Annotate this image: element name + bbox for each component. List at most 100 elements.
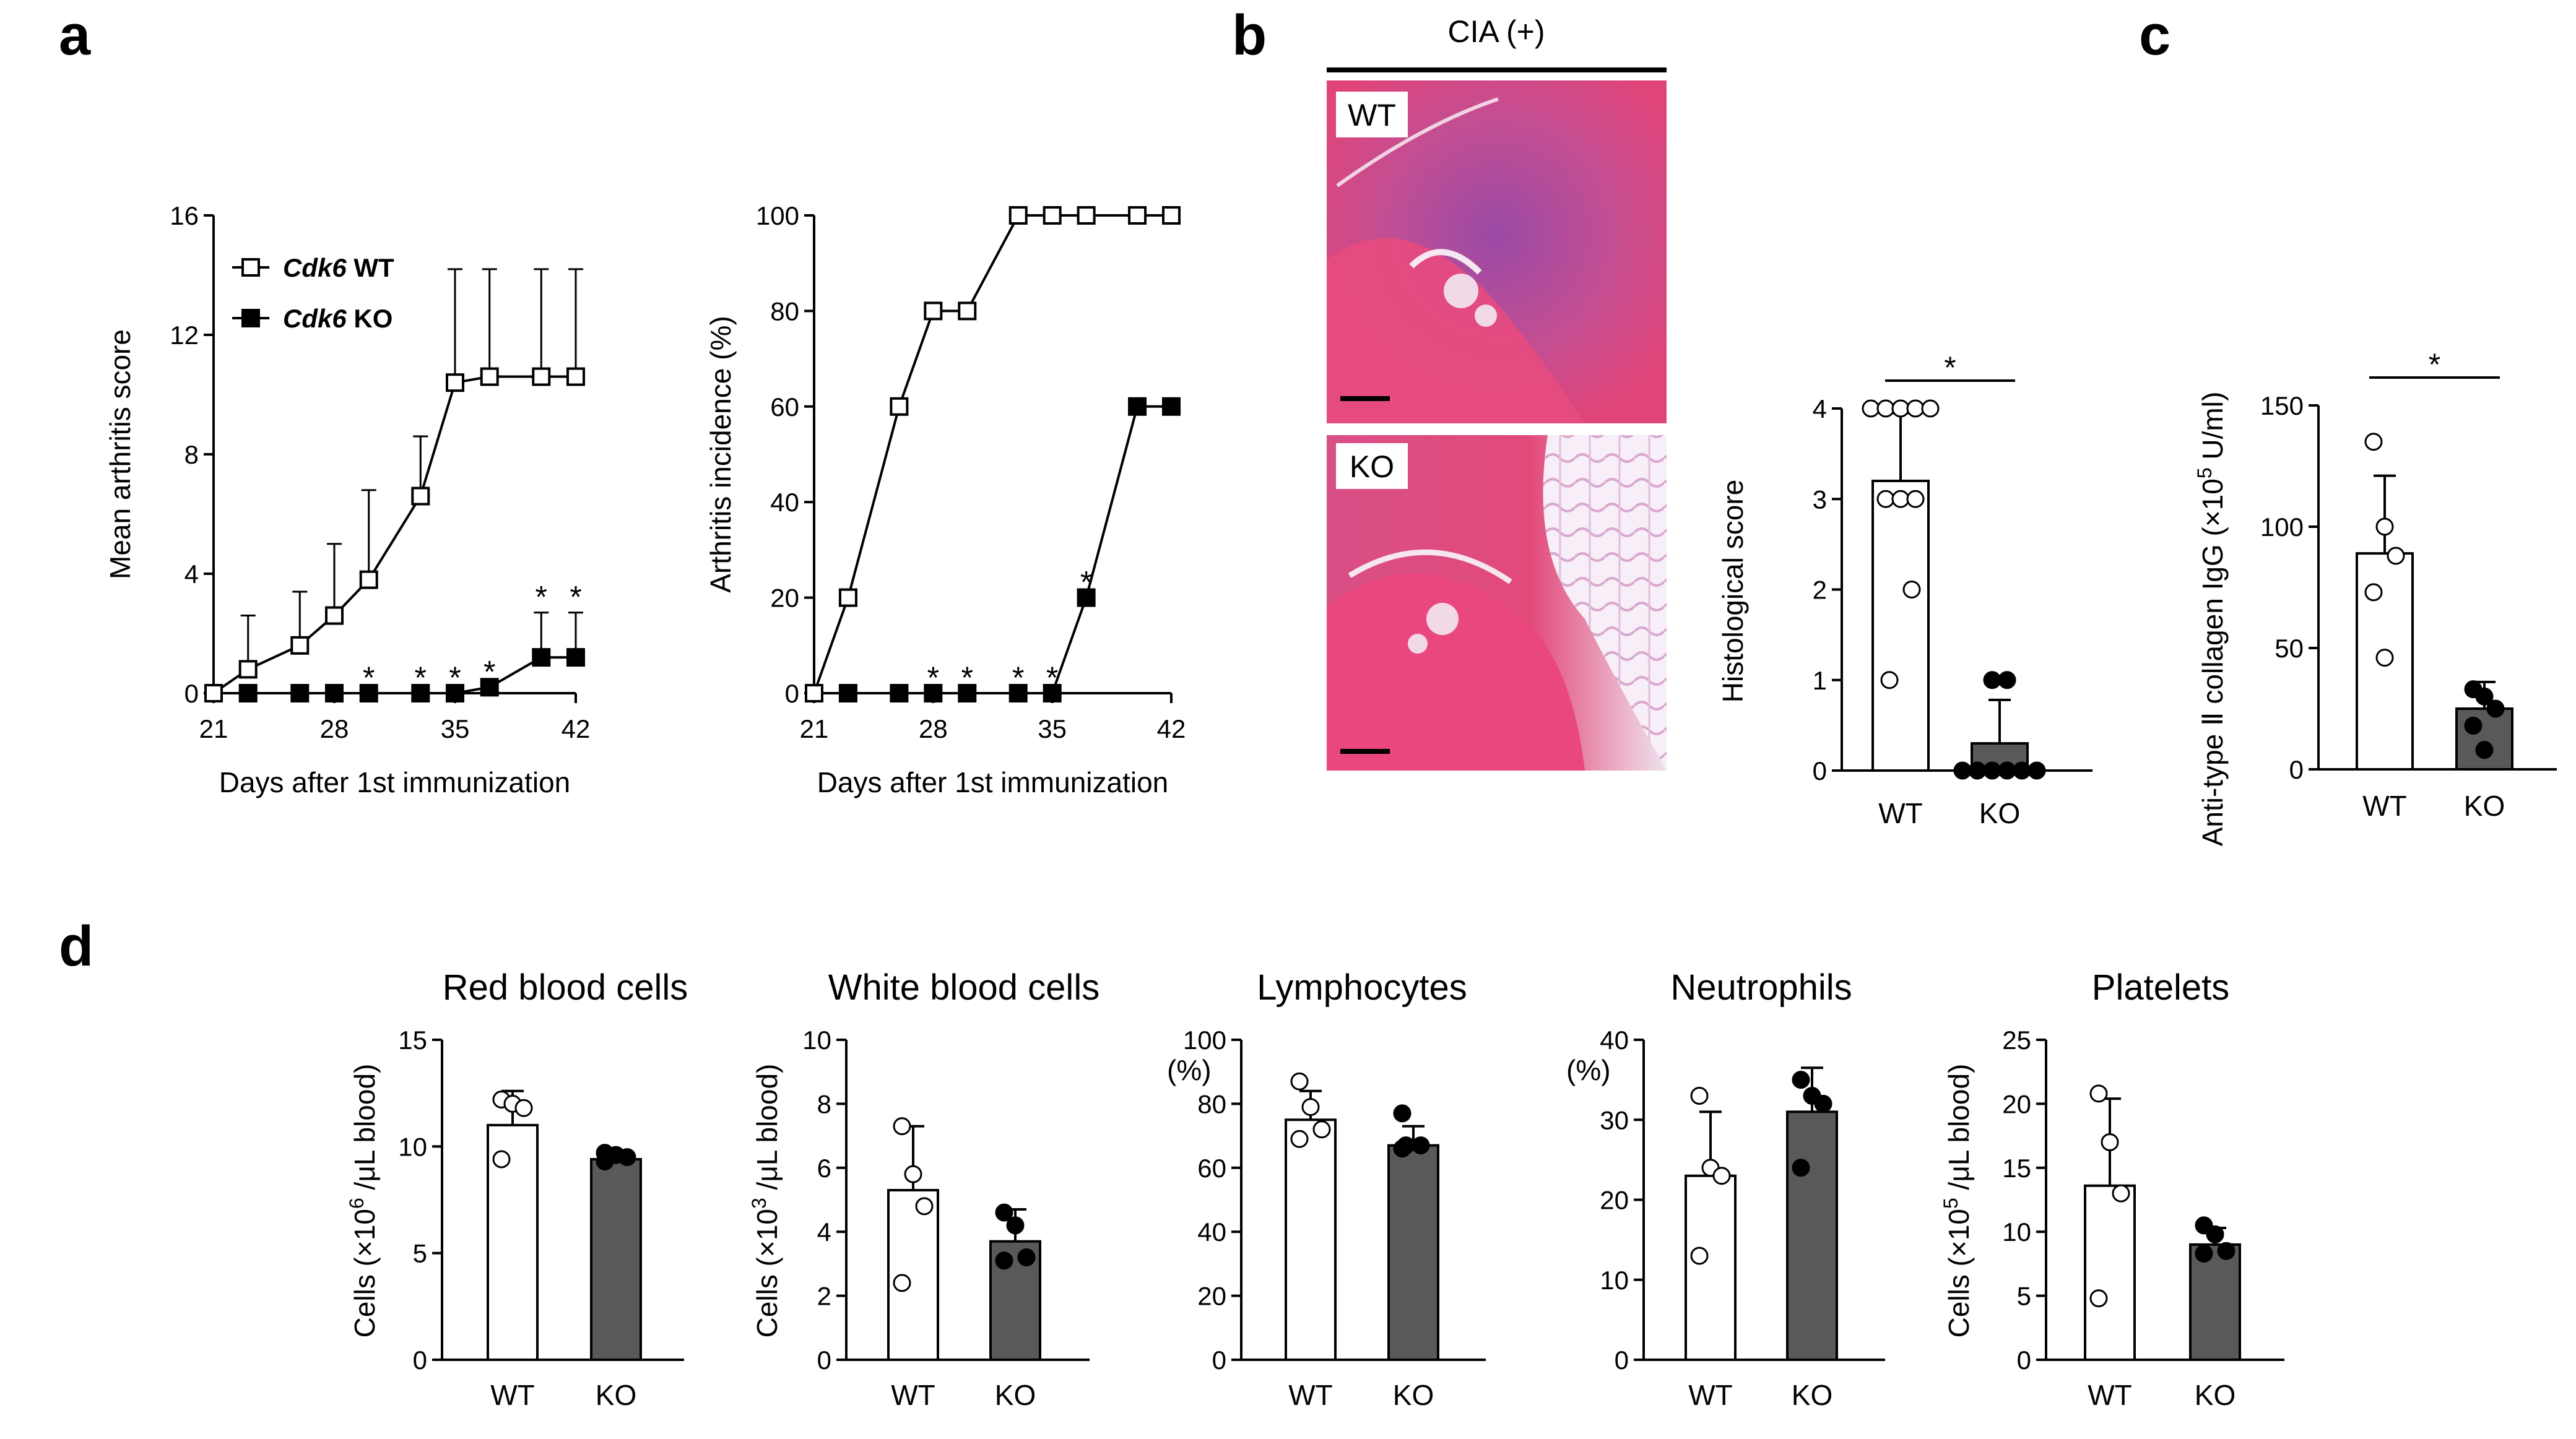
- arthritis-score-series-0-point: [411, 486, 430, 506]
- lymphocytes-bar-KO: [1387, 1144, 1439, 1361]
- histological-score-ytick-label: 3: [1813, 485, 1827, 514]
- histological-score-point-WT: [1906, 490, 1925, 508]
- micrograph-group: CIA (+) WT KO: [1327, 14, 1667, 771]
- arthritis-score-series-0-point: [325, 606, 344, 625]
- arthritis-incidence-ytick-label: 60: [770, 392, 799, 421]
- neutrophils-point-WT: [1712, 1167, 1731, 1185]
- platelets-bar-KO: [2189, 1243, 2241, 1361]
- anti-collagen-igg-significance-star: *: [2429, 347, 2440, 382]
- histological-score-point-WT: [1902, 581, 1921, 599]
- arthritis-incidence-series-1-line: [848, 405, 1171, 694]
- histological-score-point-KO: [2027, 761, 2046, 780]
- arthritis-incidence-xtick-label: 42: [1157, 714, 1186, 743]
- arthritis-incidence-series-1-point: [890, 684, 909, 702]
- lymphocytes-ytick-label: 20: [1197, 1282, 1226, 1311]
- arthritis-incidence-ylabel: Arthritis incidence (%): [705, 316, 737, 592]
- arthritis-score-ytick-label: 8: [184, 440, 199, 469]
- platelets-category-KO: KO: [2195, 1379, 2236, 1411]
- panel-letter-d: d: [59, 915, 93, 978]
- anti-collagen-igg-point-KO: [2464, 716, 2483, 735]
- arthritis-score-series-1-point: [532, 648, 551, 667]
- arthritis-incidence-series-0-point: [924, 301, 943, 321]
- histological-score-point-KO: [2013, 761, 2031, 780]
- platelets-title: Platelets: [2092, 967, 2229, 1008]
- white-blood-cells-ytick-label: 6: [817, 1154, 831, 1183]
- arthritis-score-xtick-label: 28: [320, 714, 349, 743]
- platelets-ytick-label: 10: [2002, 1217, 2031, 1247]
- white-blood-cells-ytick-label: 10: [802, 1026, 831, 1055]
- histological-score-ytick-label: 2: [1813, 576, 1827, 605]
- micrograph-wt-label-box: [1336, 92, 1408, 137]
- arthritis-incidence-significance-star: *: [1046, 660, 1058, 695]
- arthritis-incidence-xtick-label: 35: [1038, 714, 1067, 743]
- red-blood-cells-point-WT: [492, 1150, 511, 1169]
- histological-score-point-KO: [1968, 761, 1987, 780]
- anti-collagen-igg-bar-KO: [2455, 707, 2513, 771]
- neutrophils-bar-WT: [1685, 1174, 1737, 1361]
- histological-score-point-KO: [1983, 761, 2001, 780]
- white-blood-cells-ytick-label: 2: [817, 1282, 831, 1311]
- platelets-ytick-label: 0: [2017, 1346, 2031, 1375]
- arthritis-incidence-series-1-point: [838, 684, 857, 702]
- neutrophils-ytick-label: 40: [1600, 1026, 1629, 1055]
- arthritis-score-xtick-label: 42: [562, 714, 591, 743]
- white-blood-cells-ytick-label: 4: [817, 1217, 831, 1247]
- panel-letter-a: a: [59, 4, 91, 67]
- neutrophils-point-WT: [1690, 1247, 1709, 1265]
- lymphocytes-ytick-label: 40: [1197, 1217, 1226, 1247]
- arthritis-incidence-significance-star: *: [1080, 565, 1092, 600]
- platelets-ylabel: Cells (×105 /μL blood): [1940, 1064, 1975, 1338]
- arthritis-incidence-series-0-point: [1043, 206, 1062, 225]
- arthritis-score-series-0-point: [532, 367, 551, 386]
- lymphocytes-category-WT: WT: [1288, 1379, 1333, 1411]
- histological-score-point-WT: [1876, 399, 1895, 418]
- red-blood-cells-title: Red blood cells: [443, 967, 688, 1008]
- arthritis-score-ytick-label: 4: [184, 560, 199, 589]
- arthritis-incidence-significance-star: *: [1012, 660, 1024, 695]
- neutrophils-unit: (%): [1566, 1054, 1611, 1086]
- red-blood-cells-category-WT: WT: [490, 1379, 535, 1411]
- white-blood-cells-ytick-label: 0: [817, 1346, 831, 1375]
- arthritis-score-significance-star: *: [415, 660, 427, 695]
- histological-score-point-WT: [1906, 399, 1925, 418]
- red-blood-cells-point-KO: [596, 1152, 614, 1170]
- arthritis-score-series-1-point: [238, 684, 258, 702]
- anti-collagen-igg-ytick-label: 0: [2289, 755, 2304, 784]
- anti-collagen-igg-point-KO: [2475, 741, 2494, 759]
- red-blood-cells-ytick-label: 5: [413, 1239, 427, 1268]
- arthritis-score-xlabel: Days after 1st immunization: [219, 766, 571, 798]
- platelets-ytick-label: 15: [2002, 1154, 2031, 1183]
- platelets-point-WT: [2089, 1084, 2108, 1103]
- panel-letter-b: b: [1232, 4, 1267, 67]
- arthritis-incidence-ytick-label: 100: [756, 201, 799, 230]
- neutrophils-point-KO: [1814, 1094, 1832, 1113]
- red-blood-cells-ytick-label: 10: [398, 1132, 427, 1161]
- histological-score-point-WT: [1876, 490, 1895, 508]
- neutrophils-ytick-label: 0: [1615, 1346, 1629, 1375]
- arthritis-incidence-series-1-point: [1077, 588, 1096, 607]
- histological-score-category-KO: KO: [1979, 797, 2020, 829]
- micrograph-ko-label: KO: [1350, 449, 1394, 484]
- arthritis-score-series-0-line: [212, 375, 576, 694]
- red-blood-cells-chart: 0 5 10 15 WT KO Red blood cells Cells (×106 /μL…: [345, 967, 688, 1411]
- platelets-point-WT: [2089, 1289, 2108, 1308]
- arthritis-score-chart: 0 4 8 12 16 21 28 35 42 Days after 1st immunizati…: [104, 201, 590, 798]
- lymphocytes-category-KO: KO: [1393, 1379, 1434, 1411]
- anti-collagen-igg-ytick-label: 150: [2260, 391, 2304, 420]
- lymphocytes-ytick-label: 80: [1197, 1089, 1226, 1118]
- platelets-bar-WT: [2084, 1184, 2136, 1361]
- white-blood-cells-point-WT: [893, 1274, 911, 1292]
- anti-collagen-igg-point-KO: [2486, 699, 2505, 718]
- lymphocytes-ytick-label: 60: [1197, 1154, 1226, 1183]
- arthritis-score-series-1-point: [480, 678, 499, 697]
- arthritis-incidence-series-0-point: [1162, 206, 1181, 225]
- histological-score-ytick-label: 4: [1813, 394, 1827, 423]
- white-blood-cells-title: White blood cells: [828, 967, 1099, 1008]
- red-blood-cells-bar-KO: [590, 1158, 642, 1361]
- histological-score-bar-WT: [1871, 480, 1930, 772]
- arthritis-incidence-xtick-label: 21: [800, 714, 829, 743]
- arthritis-incidence-series-0-point: [1128, 206, 1147, 225]
- lymphocytes-point-KO: [1393, 1104, 1412, 1123]
